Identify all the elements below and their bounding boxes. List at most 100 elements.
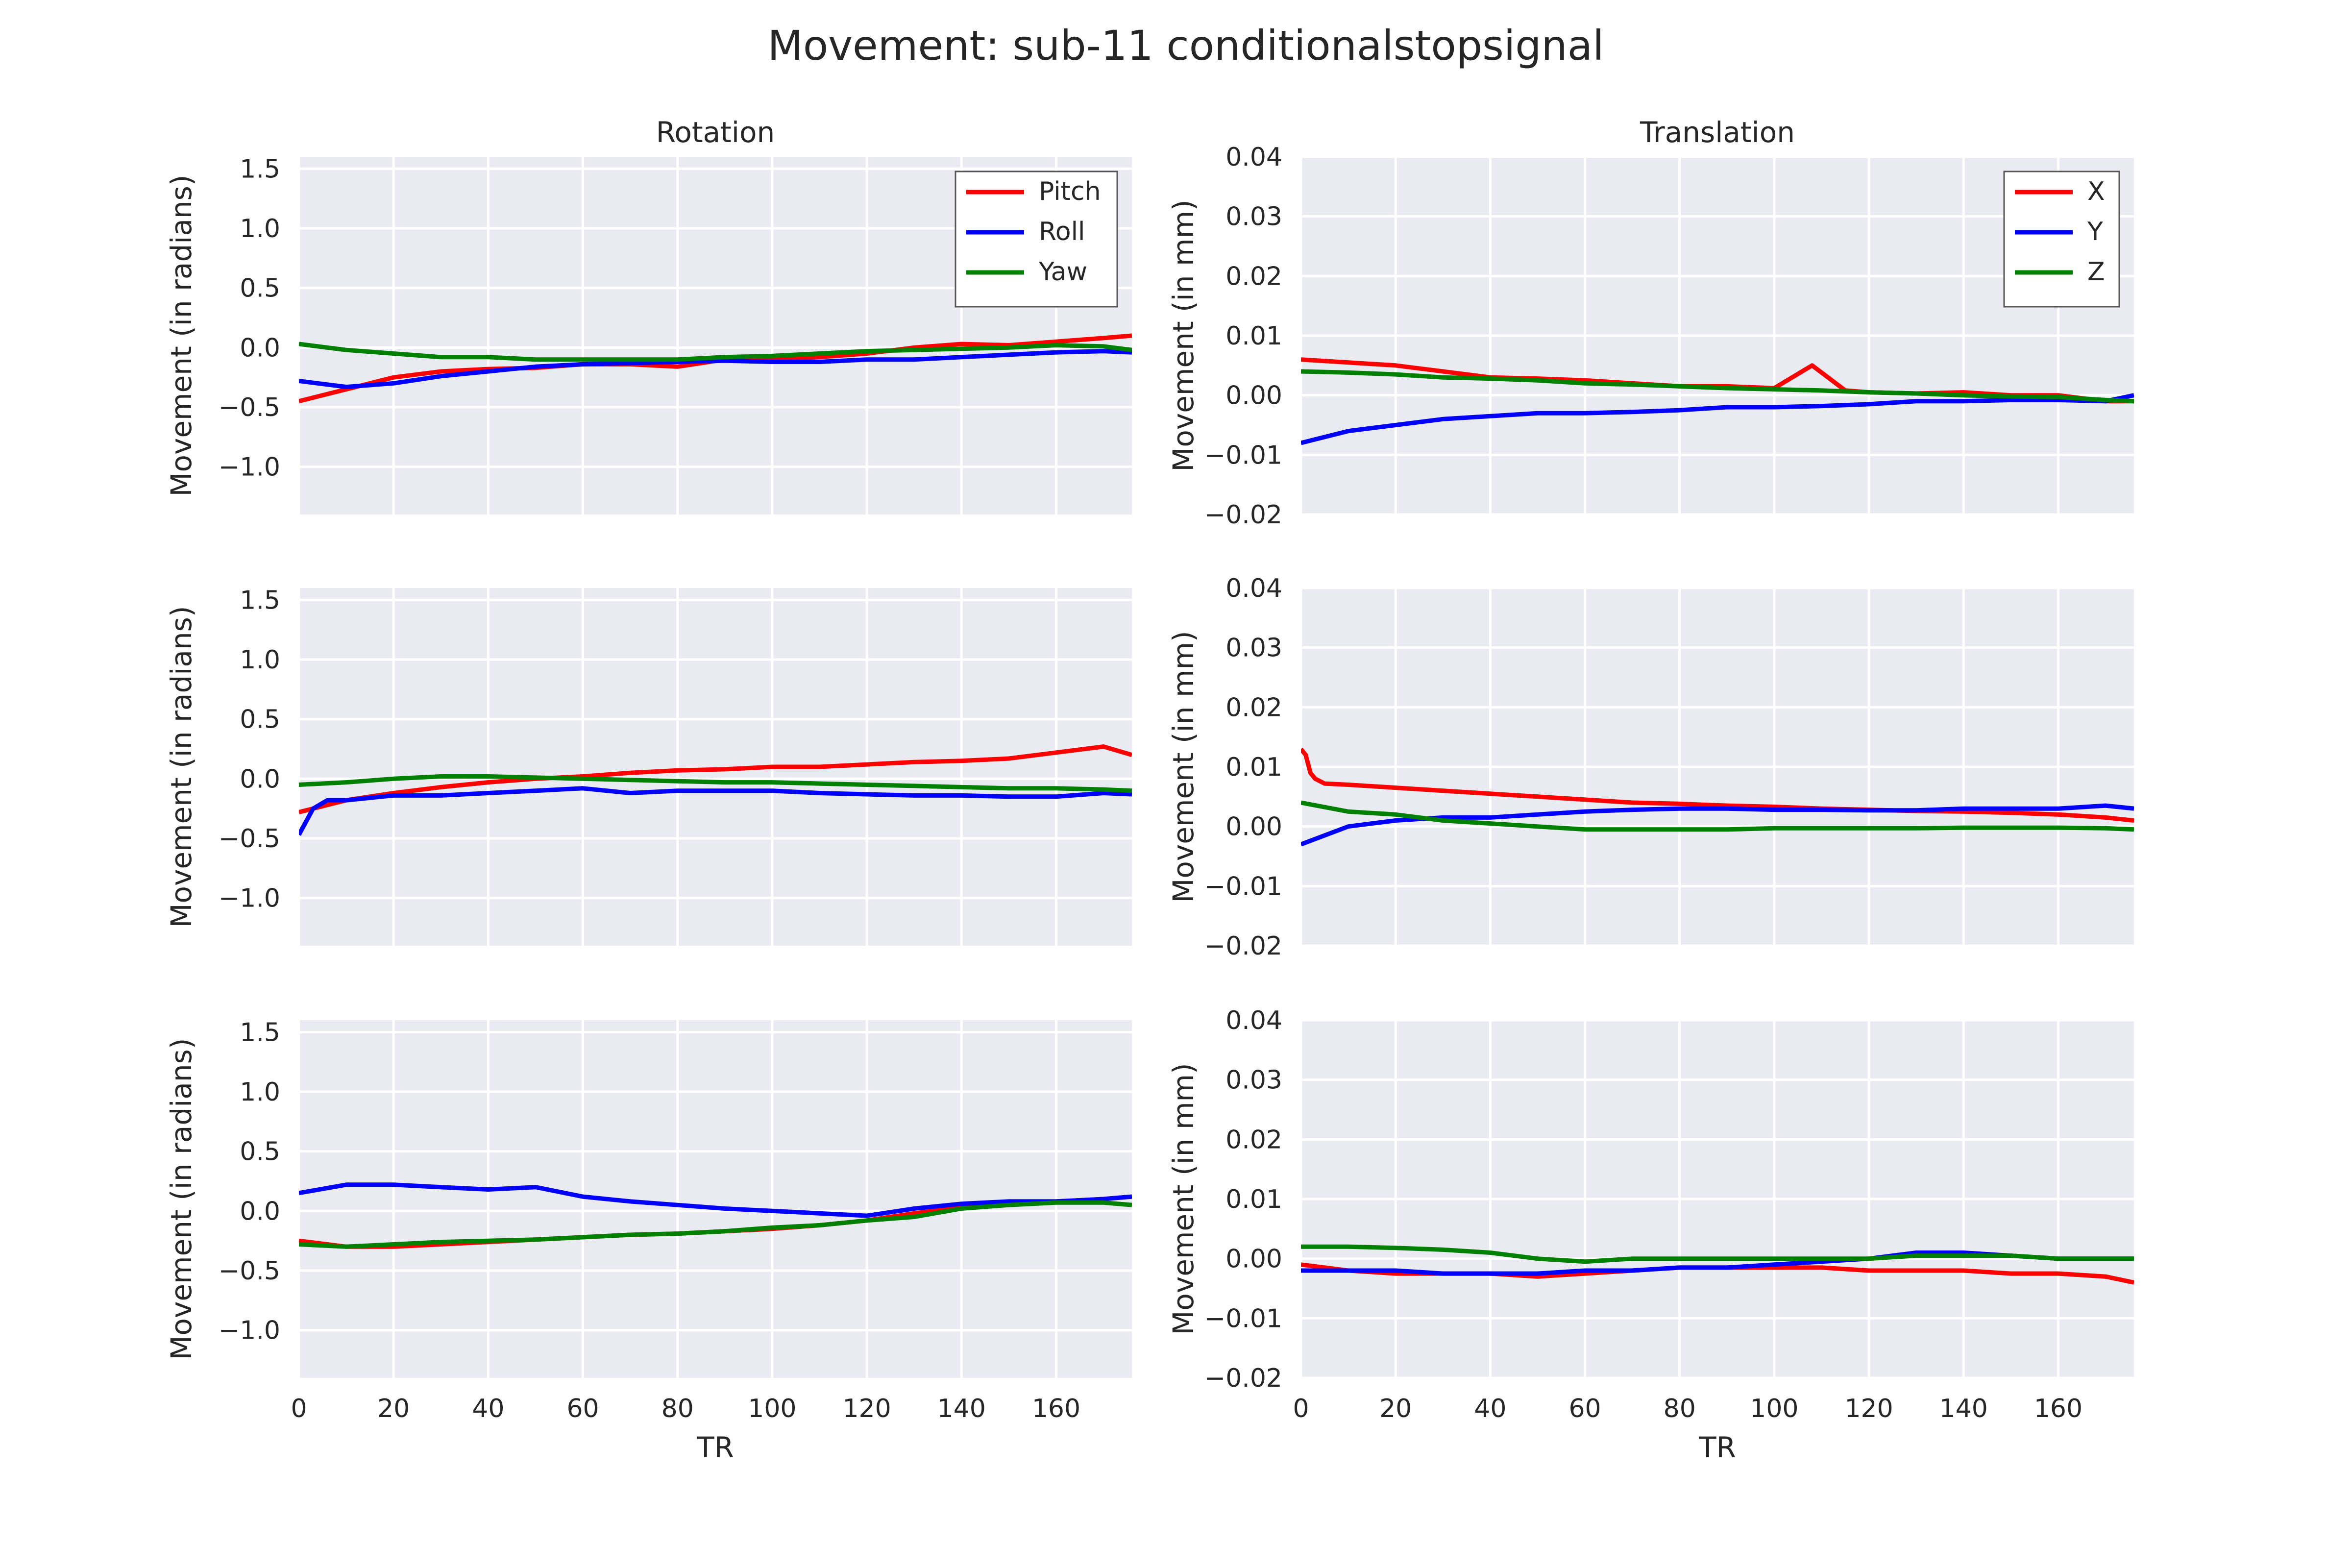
y-tick-label: 1.0 xyxy=(240,1078,280,1107)
y-tick-label: −0.5 xyxy=(219,1256,280,1286)
y-tick-label: 0.00 xyxy=(1225,381,1282,411)
panel-title: Rotation xyxy=(656,116,775,149)
x-tick-label: 140 xyxy=(1939,1394,1988,1423)
series-line xyxy=(299,1182,1132,1218)
series-line xyxy=(299,744,1132,814)
chart-panel: −1.0 −0.5 0.0 0.5 1.0 1.5 0 20 40 60 80 100 120 140 16… xyxy=(165,1018,1132,1464)
series-group xyxy=(299,1182,1132,1249)
series-group xyxy=(299,333,1132,404)
legend-label: Y xyxy=(2087,217,2103,246)
x-tick-label: 80 xyxy=(1664,1394,1696,1423)
y-tick-label: 1.5 xyxy=(240,1018,280,1047)
y-tick-label: 0.00 xyxy=(1225,812,1282,842)
y-tick-label: 1.0 xyxy=(240,214,280,244)
chart-panel: −1.0 −0.5 0.0 0.5 1.0 1.5 Rotation Movement (in… xyxy=(165,116,1132,514)
y-tick-label: −0.5 xyxy=(219,824,280,854)
series-line xyxy=(299,349,1132,390)
y-tick-label: 0.00 xyxy=(1225,1245,1282,1274)
x-tick-label: 100 xyxy=(1750,1394,1798,1423)
x-tick-label: 20 xyxy=(1379,1394,1412,1423)
series-line xyxy=(1301,800,2134,832)
y-tick-label: −0.02 xyxy=(1204,931,1282,961)
y-tick-label: −0.01 xyxy=(1204,1304,1282,1333)
y-tick-label: −1.0 xyxy=(219,884,280,913)
x-tick-label: 20 xyxy=(377,1394,410,1423)
y-tick-label: 1.0 xyxy=(240,645,280,675)
y-tick-label: 0.03 xyxy=(1225,1066,1282,1095)
x-tick-label: 0 xyxy=(291,1394,307,1423)
x-tick-label: 120 xyxy=(842,1394,891,1423)
y-tick-label: 0.02 xyxy=(1225,693,1282,722)
x-tick-label: 160 xyxy=(1032,1394,1080,1423)
chart-panel: −0.02 −0.01 0.00 0.01 0.02 0.03 0.04 Translatio… xyxy=(1167,116,2134,530)
legend-label: Z xyxy=(2087,257,2105,287)
series-group xyxy=(1301,1244,2134,1285)
x-tick-label: 60 xyxy=(566,1394,599,1423)
series-line xyxy=(1301,369,2134,404)
y-tick-label: 0.03 xyxy=(1225,634,1282,663)
y-tick-label: 0.0 xyxy=(240,1197,280,1226)
y-tick-label: −0.5 xyxy=(219,393,280,422)
chart-panel: −0.02 −0.01 0.00 0.01 0.02 0.03 0.04 0 20 40 60 80 1… xyxy=(1167,1006,2134,1464)
y-tick-label: 0.0 xyxy=(240,764,280,794)
y-tick-label: 0.02 xyxy=(1225,262,1282,291)
y-axis-label: Movement (in radians) xyxy=(165,606,198,928)
y-tick-label: 0.01 xyxy=(1225,321,1282,351)
y-tick-label: 0.5 xyxy=(240,705,280,735)
y-axis-label: Movement (in mm) xyxy=(1167,1063,1200,1335)
legend-label: Yaw xyxy=(1038,257,1087,287)
y-tick-label: −0.01 xyxy=(1204,441,1282,470)
y-tick-label: 0.5 xyxy=(240,1137,280,1167)
y-tick-label: −0.01 xyxy=(1204,872,1282,901)
series-line xyxy=(299,786,1132,836)
series-line xyxy=(299,1200,1132,1249)
y-tick-label: −0.02 xyxy=(1204,1364,1282,1393)
legend-label: X xyxy=(2087,177,2105,206)
y-tick-label: 0.04 xyxy=(1225,574,1282,603)
y-tick-label: 0.03 xyxy=(1225,202,1282,232)
series-group xyxy=(1301,747,2134,847)
x-axis-label: TR xyxy=(1698,1431,1736,1464)
x-tick-label: 40 xyxy=(1474,1394,1506,1423)
y-axis-label: Movement (in mm) xyxy=(1167,631,1200,903)
legend-label: Pitch xyxy=(1039,177,1101,206)
x-tick-label: 140 xyxy=(937,1394,986,1423)
y-tick-label: 1.5 xyxy=(240,154,280,184)
series-group xyxy=(1301,357,2134,445)
panel-title: Translation xyxy=(1640,116,1795,149)
y-tick-label: 0.01 xyxy=(1225,753,1282,782)
plot-area xyxy=(299,588,1132,946)
x-tick-label: 60 xyxy=(1568,1394,1601,1423)
y-axis-label: Movement (in radians) xyxy=(165,174,198,496)
figure-title: Movement: sub-11 conditionalstopsignal xyxy=(767,22,1604,70)
legend-label: Roll xyxy=(1039,217,1085,246)
x-tick-label: 40 xyxy=(472,1394,504,1423)
y-tick-label: 0.5 xyxy=(240,274,280,303)
legend: Pitch Roll Yaw xyxy=(955,171,1118,308)
y-tick-label: 0.04 xyxy=(1225,143,1282,172)
series-line xyxy=(1301,803,2134,847)
series-line xyxy=(1301,393,2134,445)
x-axis-label: TR xyxy=(696,1431,734,1464)
x-tick-label: 80 xyxy=(662,1394,694,1423)
series-line xyxy=(299,342,1132,362)
y-tick-label: 1.5 xyxy=(240,586,280,615)
y-tick-label: 0.01 xyxy=(1225,1185,1282,1214)
series-line xyxy=(1301,1244,2134,1264)
series-line xyxy=(1301,747,2134,823)
y-tick-label: −1.0 xyxy=(219,1316,280,1346)
chart-panel: −1.0 −0.5 0.0 0.5 1.0 1.5 Movement (in radians… xyxy=(165,586,1132,946)
y-tick-label: −1.0 xyxy=(219,453,280,482)
chart-panel: −0.02 −0.01 0.00 0.01 0.02 0.03 0.04 Movement (… xyxy=(1167,574,2134,961)
legend: XYZ xyxy=(2003,171,2120,308)
series-group xyxy=(299,744,1132,836)
y-tick-label: 0.0 xyxy=(240,333,280,363)
plot-area xyxy=(299,1020,1132,1378)
x-tick-label: 100 xyxy=(748,1394,796,1423)
y-tick-label: −0.02 xyxy=(1204,500,1282,530)
y-axis-label: Movement (in mm) xyxy=(1167,199,1200,471)
y-tick-label: 0.04 xyxy=(1225,1006,1282,1035)
x-tick-label: 160 xyxy=(2034,1394,2082,1423)
series-line xyxy=(299,774,1132,793)
